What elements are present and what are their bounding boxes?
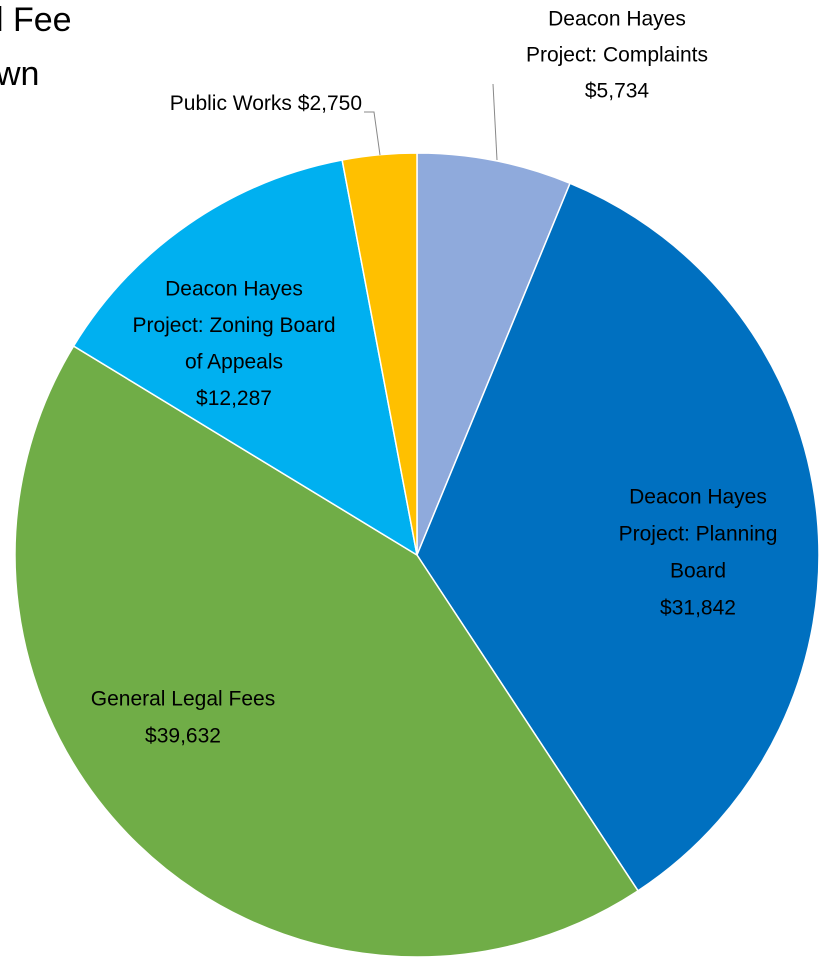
value-label: $31,842	[660, 597, 736, 620]
chart-title: l Fee	[0, 1, 72, 39]
value-label: $5,734	[585, 80, 650, 103]
pie-slice	[416, 152, 572, 556]
leader-line	[492, 83, 498, 161]
chart-title: wn	[0, 55, 39, 93]
pie-slice	[72, 159, 419, 557]
category-label: Project: Zoning Board	[132, 314, 335, 337]
category-label: Project: Complaints	[526, 44, 708, 67]
category-label: of Appeals	[185, 351, 283, 374]
category-label: Deacon Hayes	[548, 8, 686, 31]
pie-slice	[341, 152, 418, 556]
category-label: Board	[670, 560, 726, 583]
pie	[14, 152, 820, 958]
category-label: General Legal Fees	[91, 688, 275, 711]
value-label: $39,632	[145, 725, 221, 748]
category-label: Public Works	[170, 92, 292, 115]
category-label: Project: Planning	[619, 523, 778, 546]
slice-label: Public Works $2,750	[170, 92, 362, 115]
category-label: Deacon Hayes	[165, 278, 303, 301]
value-label: $2,750	[298, 92, 362, 115]
pie-slice	[14, 345, 640, 958]
value-label: $12,287	[196, 387, 272, 410]
leader-line	[364, 111, 381, 156]
pie-slice	[416, 182, 820, 892]
category-label: Deacon Hayes	[629, 486, 767, 509]
